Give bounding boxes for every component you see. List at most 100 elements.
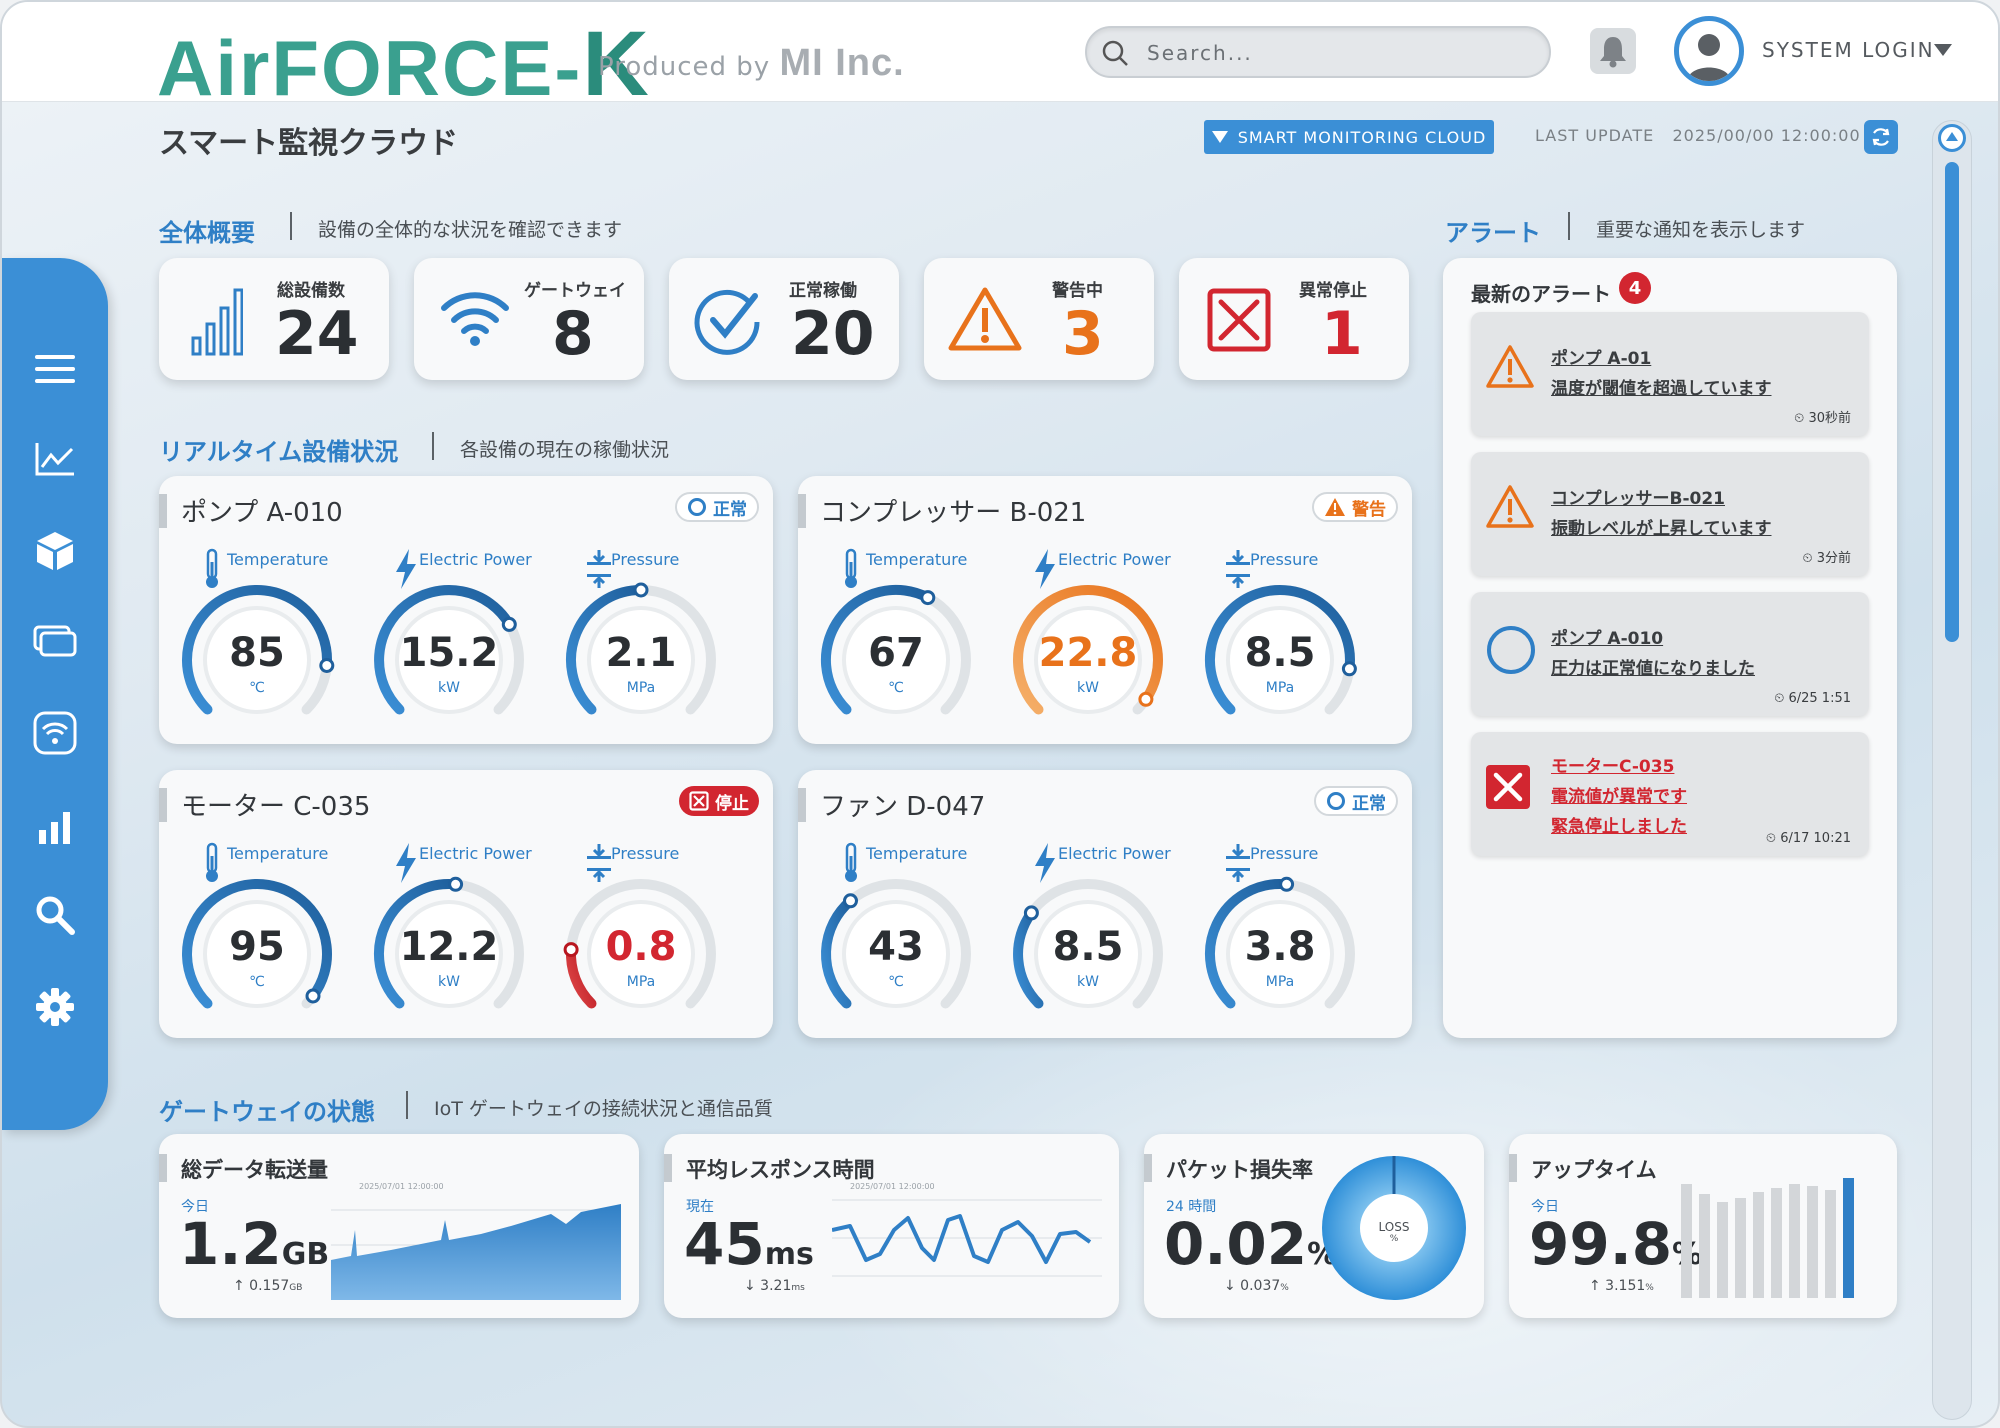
app-logo[interactable]: AirFORCE-K <box>157 13 651 115</box>
metric-label: Electric Power <box>419 550 532 569</box>
alert-item[interactable]: ポンプ A-01 温度が閾値を超過しています ⏲ 30秒前 <box>1471 312 1869 436</box>
card-delta: ↓ 0.037% <box>1224 1278 1289 1294</box>
metric-icon <box>840 842 862 888</box>
gauge-unit: ℃ <box>249 974 265 990</box>
metric-icon <box>585 548 613 594</box>
search-box[interactable] <box>1085 26 1551 78</box>
gauge-value: 95 <box>229 924 285 970</box>
equipment-card[interactable]: コンプレッサー B-021 警告 Temperature 67 ℃ Electr… <box>798 476 1412 744</box>
error-x-icon <box>1486 765 1530 809</box>
avatar[interactable] <box>1674 16 1744 86</box>
stat-label: 正常稼働 <box>789 281 857 301</box>
metric-icon <box>393 548 419 594</box>
error-x-icon <box>689 791 709 811</box>
chevron-down-icon[interactable] <box>1934 44 1952 56</box>
alert-device-link[interactable]: ポンプ A-01 <box>1551 349 1652 369</box>
gauge-value: 22.8 <box>1038 630 1138 676</box>
last-update: LAST UPDATE 2025/00/00 12:00:00 <box>1535 126 1861 145</box>
stat-value: 20 <box>791 299 875 369</box>
scroll-up-button[interactable] <box>1938 124 1966 152</box>
gauge <box>1204 584 1357 715</box>
alert-message-link[interactable]: 温度が閾値を超過しています <box>1551 379 1772 399</box>
equipment-card[interactable]: ポンプ A-010 正常 Temperature 85 ℃ Electric P… <box>159 476 773 744</box>
realtime-desc: 各設備の現在の稼働状況 <box>460 439 670 461</box>
scrollbar-thumb[interactable] <box>1945 162 1959 642</box>
equipment-card[interactable]: ファン D-047 正常 Temperature 43 ℃ Electric P… <box>798 770 1412 1038</box>
stat-card-stopped[interactable]: 異常停止 1 <box>1179 258 1409 380</box>
alert-item[interactable]: ポンプ A-010 圧力は正常値になりました ⏲ 6/25 1:51 <box>1471 592 1869 716</box>
overview-desc: 設備の全体的な状況を確認できます <box>318 219 623 241</box>
equipment-card[interactable]: モーター C-035 停止 Temperature 95 ℃ Electric … <box>159 770 773 1038</box>
error-x-icon <box>1207 288 1271 352</box>
equipment-name: ポンプ A-010 <box>181 498 343 528</box>
alerts-panel: 最新のアラート 4 ポンプ A-01 温度が閾値を超過しています ⏲ 30秒前 … <box>1443 258 1897 1038</box>
refresh-icon[interactable] <box>1864 120 1898 154</box>
bar-chart-icon[interactable] <box>32 803 78 849</box>
alert-device-link[interactable]: コンプレッサーB-021 <box>1551 489 1725 509</box>
warning-icon <box>1486 485 1534 528</box>
wifi-icon[interactable] <box>32 710 78 756</box>
response-time-line-chart <box>832 1199 1102 1277</box>
signal-bars-icon <box>191 288 243 356</box>
search-icon[interactable] <box>32 892 78 938</box>
alert-message-link[interactable]: 緊急停止しました <box>1551 817 1687 837</box>
system-login-label[interactable]: SYSTEM LOGIN <box>1762 38 1935 62</box>
alert-message-link[interactable]: 電流値が異常です <box>1551 787 1687 807</box>
gateway-card-uptime[interactable]: アップタイム 今日 99.8% ↑ 3.151% <box>1509 1134 1897 1318</box>
card-accent-bar <box>1144 1154 1152 1182</box>
gauge-unit: ℃ <box>249 680 265 696</box>
gateway-card-response-time[interactable]: 平均レスポンス時間 現在 45ms ↓ 3.21ms 2025/07/01 12… <box>664 1134 1119 1318</box>
metric-icon <box>393 842 419 888</box>
card-value: 99.8% <box>1529 1210 1702 1278</box>
gateway-card-packet-loss[interactable]: パケット損失率 24 時間 0.02% ↓ 0.037% LOSS % <box>1144 1134 1484 1318</box>
alert-item[interactable]: モーターC-035 電流値が異常です 緊急停止しました ⏲ 6/17 10:21 <box>1471 732 1869 856</box>
equipment-name: モーター C-035 <box>181 792 371 822</box>
card-accent-bar <box>1509 1154 1517 1182</box>
card-title: パケット損失率 <box>1166 1158 1313 1182</box>
alert-item[interactable]: コンプレッサーB-021 振動レベルが上昇しています ⏲ 3分前 <box>1471 452 1869 576</box>
equipment-name: コンプレッサー B-021 <box>820 498 1087 528</box>
metric-icon <box>1224 548 1252 594</box>
stat-card-warning[interactable]: 警告中 3 <box>924 258 1154 380</box>
overview-title: 全体概要 <box>159 219 255 247</box>
stat-card-total-equipment[interactable]: 総設備数 24 <box>159 258 389 380</box>
alert-time: ⏲ 6/17 10:21 <box>1765 831 1851 846</box>
metric-label: Temperature <box>227 844 329 863</box>
metric-label: Temperature <box>227 550 329 569</box>
gauge-unit: ℃ <box>888 974 904 990</box>
stat-card-gateway[interactable]: ゲートウェイ 8 <box>414 258 644 380</box>
card-delta: ↓ 3.21ms <box>744 1278 805 1294</box>
card-title: 総データ転送量 <box>181 1158 328 1182</box>
warning-icon <box>948 287 1022 351</box>
card-value: 1.2GB <box>179 1210 330 1278</box>
search-input[interactable] <box>1147 36 1527 70</box>
gauge <box>566 582 716 715</box>
gauge <box>373 876 524 1009</box>
alert-count-badge: 4 <box>1619 272 1651 304</box>
devices-icon[interactable] <box>32 618 78 664</box>
metric-label: Pressure <box>1250 844 1319 863</box>
equipment-name: ファン D-047 <box>820 792 986 822</box>
gear-icon[interactable] <box>32 984 78 1030</box>
gauge-unit: MPa <box>1265 974 1295 990</box>
cube-icon[interactable] <box>32 528 78 574</box>
menu-icon[interactable] <box>32 346 78 392</box>
stat-label: 総設備数 <box>277 281 345 301</box>
gateway-card-data-transfer[interactable]: 総データ転送量 今日 1.2GB ↑ 0.157GB 2025/07/01 12… <box>159 1134 639 1318</box>
alert-message-link[interactable]: 圧力は正常値になりました <box>1551 659 1755 679</box>
stat-card-normal[interactable]: 正常稼働 20 <box>669 258 899 380</box>
divider <box>1568 212 1570 240</box>
alert-device-link[interactable]: ポンプ A-010 <box>1551 629 1664 649</box>
divider <box>290 212 292 240</box>
card-title: 平均レスポンス時間 <box>686 1158 875 1182</box>
notification-bell-icon[interactable] <box>1590 28 1636 74</box>
alert-device-link[interactable]: モーターC-035 <box>1551 757 1675 777</box>
metric-label: Pressure <box>1250 550 1319 569</box>
card-accent-bar <box>664 1154 672 1182</box>
gauge <box>182 879 332 1009</box>
stat-value: 8 <box>552 299 594 369</box>
smart-monitoring-badge[interactable]: SMART MONITORING CLOUD <box>1204 120 1494 154</box>
alert-message-link[interactable]: 振動レベルが上昇しています <box>1551 519 1772 539</box>
line-chart-icon[interactable] <box>32 436 78 482</box>
